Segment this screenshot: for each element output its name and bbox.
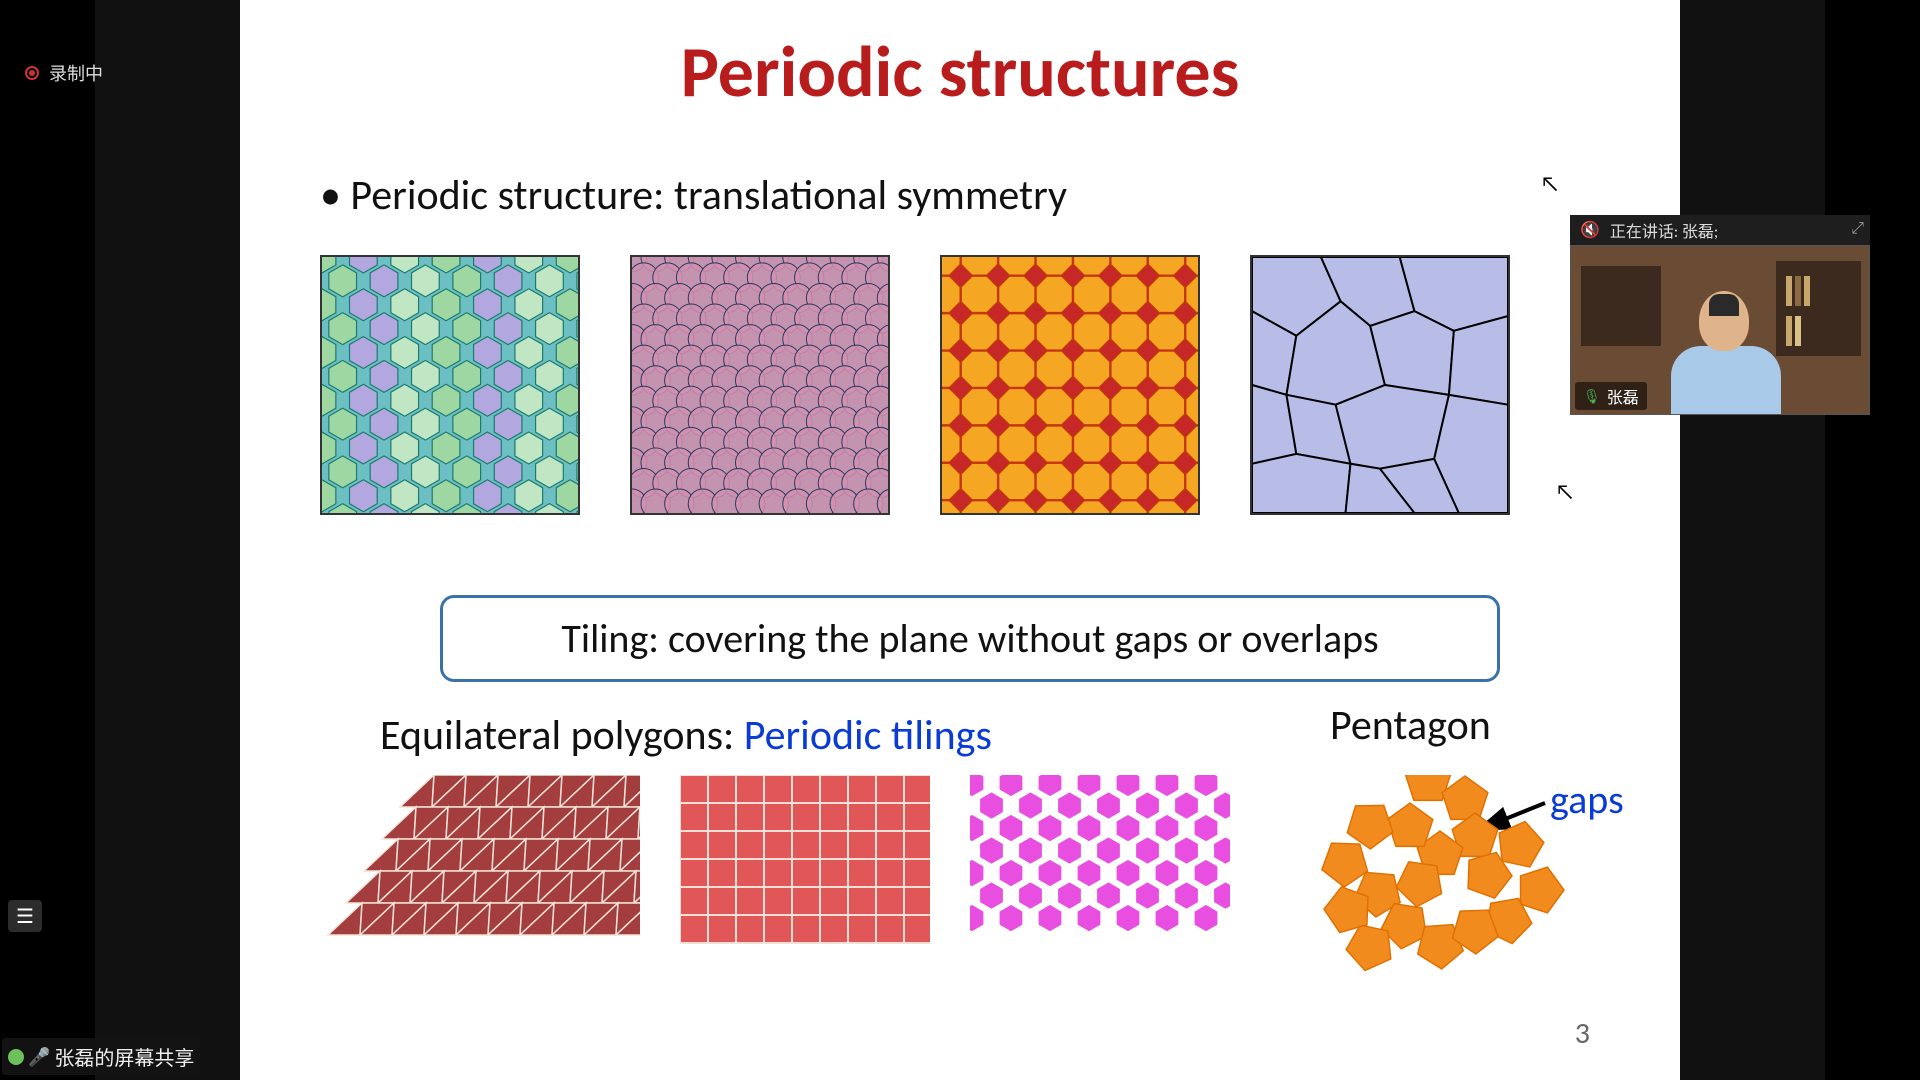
cursor-icon: ↖ [1555,478,1574,505]
speaker-video-header: 🔇 正在讲话: 张磊; ⤢ [1570,215,1870,245]
person-icon [8,1049,24,1065]
slide-title: Periodic structures [240,28,1680,116]
tile-octagons-orange [940,255,1200,515]
tiling-definition-box: Tiling: covering the plane without gaps … [440,595,1500,682]
speaking-label: 正在讲话: 张磊; [1610,218,1718,242]
expand-icon[interactable]: ⤢ [1851,219,1864,238]
speaker-video: 🎙 张磊 [1570,245,1870,415]
cursor-icon: ↖ [1540,170,1559,197]
mic-on-icon: 🎙 [1583,388,1601,405]
equilateral-label: Equilateral polygons: Periodic tilings [380,710,992,761]
background-book [1795,316,1801,346]
thumbnails-toggle-button[interactable]: ☰ [8,900,42,932]
recording-indicator: 录制中 [25,60,103,86]
pentagon-label: Pentagon [1330,700,1491,751]
tile-voronoi-lilac [1250,255,1510,515]
screen-share-badge: 🎤 张磊的屏幕共享 [2,1038,200,1075]
equilateral-label-accent: Periodic tilings [744,710,992,761]
speaker-hair [1709,294,1739,316]
tile-squares [680,775,930,945]
page-number: 3 [1575,1015,1590,1052]
speaker-body [1671,346,1781,415]
speaker-video-panel[interactable]: 🔇 正在讲话: 张磊; ⤢ 🎙 张磊 [1570,215,1870,415]
equilateral-label-prefix: Equilateral polygons: [380,710,744,761]
tile-circles-pink [630,255,890,515]
tile-pentagons [1310,775,1590,975]
background-shelf [1581,266,1661,346]
slide: Periodic structures Periodic structure: … [240,0,1680,1080]
share-label: 张磊的屏幕共享 [54,1042,194,1071]
background-book [1804,276,1810,306]
background-book [1786,316,1792,346]
record-icon [25,66,39,80]
mic-muted-icon: 🔇 [1580,220,1600,240]
list-icon: ☰ [16,904,34,929]
equilateral-tilings-row [310,775,1590,975]
speaker-nametag: 🎙 张磊 [1575,382,1647,410]
background-book [1786,276,1792,306]
tile-hexagons [970,775,1230,945]
tile-triangles [310,775,640,945]
speaker-name: 张磊 [1607,384,1639,408]
periodic-tilings-row [320,255,1600,515]
recording-label: 录制中 [49,60,103,86]
bullet-1: Periodic structure: translational symmet… [320,170,1067,221]
tile-hex-green [320,255,580,515]
mic-on-icon: 🎤 [28,1046,50,1068]
background-book [1795,276,1801,306]
